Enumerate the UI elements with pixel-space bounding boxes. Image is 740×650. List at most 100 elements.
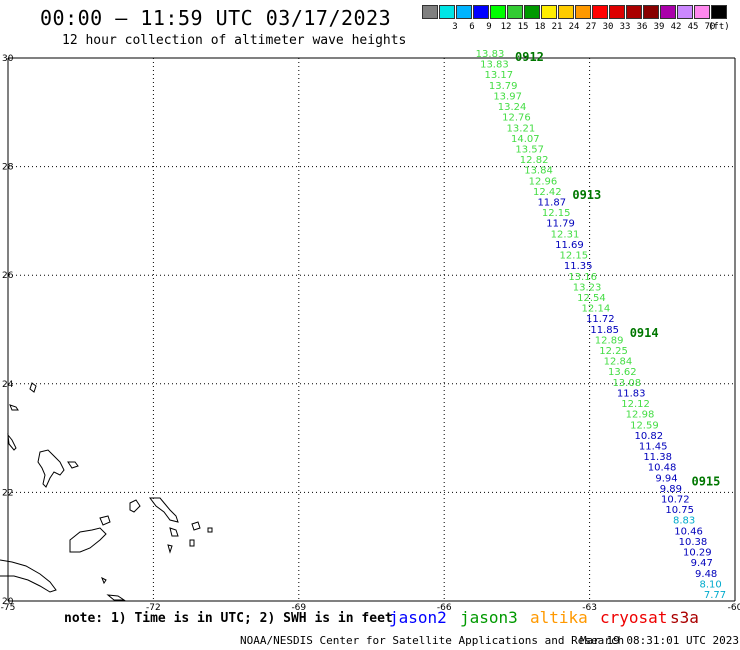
legend-label: 70 bbox=[704, 22, 716, 32]
wave-height-label: 7.77 bbox=[704, 590, 726, 601]
legend-label: 27 bbox=[585, 22, 597, 32]
axis-tick-labels: -75 -72 -69 -66 -63 -60 30 28 26 24 22 20 bbox=[1, 54, 740, 613]
legend-label: 12 bbox=[500, 22, 512, 32]
legend-swatch bbox=[524, 5, 540, 19]
wave-height-label: 9.94 bbox=[655, 473, 677, 484]
wave-height-label: 13.17 bbox=[485, 70, 514, 81]
legend-swatch bbox=[558, 5, 574, 19]
wave-height-label: 12.96 bbox=[529, 176, 558, 187]
generation-timestamp: Mar 19 08:31:01 UTC 2023 bbox=[580, 634, 739, 647]
wave-height-label: 12.82 bbox=[520, 155, 549, 166]
legend-label: 42 bbox=[670, 22, 682, 32]
legend-swatch bbox=[711, 5, 727, 19]
lat-tick-label: 22 bbox=[2, 488, 13, 498]
wave-height-label: 13.84 bbox=[524, 166, 553, 177]
time-label: 0915 bbox=[691, 474, 720, 488]
island-outline bbox=[149, 497, 179, 523]
legend-label: 9 bbox=[486, 22, 492, 32]
wave-height-label: 12.76 bbox=[502, 113, 531, 124]
wave-height-label: 9.47 bbox=[691, 558, 713, 569]
lat-tick-label: 30 bbox=[2, 54, 14, 64]
time-label: 0914 bbox=[630, 326, 659, 340]
lat-tick-label: 20 bbox=[2, 597, 14, 607]
legend-label: 21 bbox=[551, 22, 563, 32]
wave-height-label: 11.79 bbox=[546, 219, 575, 230]
wave-height-label: 12.42 bbox=[533, 187, 562, 198]
wave-height-label: 12.15 bbox=[560, 251, 589, 262]
legend-swatch bbox=[575, 5, 591, 19]
wave-height-label: 10.75 bbox=[665, 505, 694, 516]
island-outline bbox=[167, 544, 173, 554]
wave-height-label: 14.07 bbox=[511, 134, 540, 145]
wave-height-label: 11.45 bbox=[639, 441, 668, 452]
wave-height-label: 10.38 bbox=[679, 537, 708, 548]
wave-height-label: 13.97 bbox=[493, 91, 522, 102]
wave-height-label: 12.98 bbox=[626, 410, 655, 421]
lon-tick-label: -69 bbox=[291, 603, 306, 613]
time-label: 0913 bbox=[572, 188, 601, 202]
wave-height-label: 13.21 bbox=[507, 123, 536, 134]
island-outline bbox=[129, 499, 141, 513]
island-outline bbox=[0, 559, 57, 593]
island-outline bbox=[9, 404, 19, 411]
wave-height-label: 13.83 bbox=[480, 60, 509, 71]
legend-swatch bbox=[473, 5, 489, 19]
wave-height-label: 13.83 bbox=[476, 49, 505, 60]
legend-label: 30 bbox=[602, 22, 614, 32]
lat-tick-label: 28 bbox=[2, 163, 14, 173]
island-outline bbox=[37, 449, 65, 488]
legend-swatch bbox=[592, 5, 608, 19]
legend-label: 45 bbox=[687, 22, 699, 32]
satellite-name: altika bbox=[530, 608, 588, 627]
wave-height-label: 10.46 bbox=[674, 526, 703, 537]
wave-height-label: 11.85 bbox=[590, 325, 619, 336]
wave-height-label: 13.57 bbox=[515, 144, 544, 155]
time-label: 0912 bbox=[515, 50, 544, 64]
legend-label: 3 bbox=[452, 22, 458, 32]
wave-height-label: 11.38 bbox=[643, 452, 672, 463]
wave-height-label: 10.72 bbox=[661, 495, 690, 506]
wave-height-label: 9.89 bbox=[660, 484, 682, 495]
wave-height-label: 13.08 bbox=[612, 378, 641, 389]
island-outline bbox=[69, 527, 107, 553]
wave-height-label: 12.12 bbox=[621, 399, 650, 410]
legend-unit: (ft) bbox=[708, 22, 730, 32]
wave-height-label: 12.25 bbox=[599, 346, 628, 357]
lon-tick-label: -72 bbox=[146, 603, 161, 613]
wave-height-label: 11.72 bbox=[586, 314, 615, 325]
satellite-name: jason2 bbox=[389, 608, 447, 627]
island-outline bbox=[189, 539, 195, 547]
satellite-name: cryosat bbox=[600, 608, 668, 627]
island-outline bbox=[7, 433, 17, 451]
wave-height-label: 9.48 bbox=[695, 569, 717, 580]
island-outline bbox=[99, 515, 111, 526]
lat-lon-grid bbox=[7, 57, 736, 602]
wave-height-label: 13.16 bbox=[568, 272, 597, 283]
lat-tick-label: 26 bbox=[2, 271, 14, 281]
wave-height-label: 12.14 bbox=[582, 304, 611, 315]
wave-height-label: 13.79 bbox=[489, 81, 518, 92]
legend-swatch bbox=[422, 5, 438, 19]
map-subtitle: 12 hour collection of altimeter wave hei… bbox=[62, 33, 407, 48]
wave-height-label: 10.48 bbox=[648, 463, 677, 474]
island-outline bbox=[207, 527, 213, 533]
satellite-name: s3a bbox=[670, 608, 699, 627]
legend-swatch bbox=[643, 5, 659, 19]
legend-swatch bbox=[660, 5, 676, 19]
wave-height-label: 8.10 bbox=[699, 579, 721, 590]
lon-tick-label: -75 bbox=[1, 603, 16, 613]
credit-line: NOAA/NESDIS Center for Satellite Applica… bbox=[240, 634, 625, 647]
legend-label: 15 bbox=[517, 22, 529, 32]
lon-tick-label: -63 bbox=[582, 603, 597, 613]
island-outline bbox=[106, 594, 126, 601]
wave-height-label: 10.29 bbox=[683, 548, 712, 559]
wave-height-label: 11.83 bbox=[617, 388, 646, 399]
legend-swatch bbox=[677, 5, 693, 19]
island-outline bbox=[169, 527, 179, 537]
wave-height-label: 10.82 bbox=[635, 431, 664, 442]
wave-height-label: 13.23 bbox=[573, 282, 602, 293]
wave-height-label: 12.89 bbox=[595, 335, 624, 346]
legend-swatch bbox=[507, 5, 523, 19]
legend-label: 39 bbox=[653, 22, 665, 32]
map-title: 00:00 – 11:59 UTC 03/17/2023 bbox=[40, 6, 392, 30]
